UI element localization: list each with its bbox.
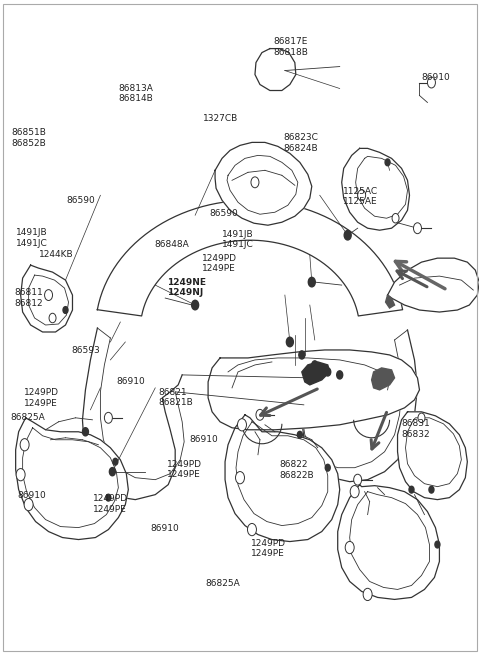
Text: 1249PD
1249PE: 1249PD 1249PE: [167, 460, 202, 479]
Circle shape: [336, 371, 343, 379]
Text: 86811
86812: 86811 86812: [14, 288, 43, 308]
Circle shape: [418, 413, 425, 422]
Polygon shape: [21, 265, 72, 332]
Text: 86910: 86910: [17, 491, 46, 500]
Circle shape: [16, 468, 25, 481]
Circle shape: [428, 77, 435, 88]
Circle shape: [299, 351, 305, 359]
Text: 86593: 86593: [72, 346, 100, 355]
Text: 86823C
86824B: 86823C 86824B: [283, 134, 318, 153]
Circle shape: [312, 361, 318, 369]
Circle shape: [354, 474, 361, 485]
Text: 86813A
86814B: 86813A 86814B: [118, 84, 153, 103]
Text: 1491JB
1491JC: 1491JB 1491JC: [222, 229, 253, 249]
Circle shape: [236, 472, 244, 484]
Polygon shape: [397, 412, 468, 500]
Text: 1125AC
1125AE: 1125AC 1125AE: [343, 187, 378, 206]
Circle shape: [385, 159, 390, 166]
Text: 86910: 86910: [421, 73, 450, 83]
Circle shape: [325, 464, 330, 471]
Polygon shape: [97, 200, 403, 316]
Text: 1249PD
1249PE: 1249PD 1249PE: [93, 495, 128, 514]
Polygon shape: [385, 295, 395, 308]
Text: 86821
86821B: 86821 86821B: [158, 388, 193, 407]
Text: 86825A: 86825A: [10, 413, 45, 422]
Text: 1249PD
1249PE: 1249PD 1249PE: [202, 253, 237, 273]
Circle shape: [24, 498, 33, 511]
Circle shape: [287, 337, 293, 346]
Text: 1249PD
1249PE: 1249PD 1249PE: [251, 538, 286, 558]
Circle shape: [308, 277, 315, 287]
Polygon shape: [225, 415, 340, 542]
Text: 86590: 86590: [209, 209, 238, 217]
Circle shape: [113, 458, 118, 465]
Text: 1491JB
1491JC: 1491JB 1491JC: [16, 228, 48, 248]
Circle shape: [251, 177, 259, 188]
Circle shape: [350, 485, 359, 498]
Circle shape: [83, 428, 88, 436]
Text: 86822
86822B: 86822 86822B: [279, 460, 314, 479]
Circle shape: [45, 290, 52, 301]
Circle shape: [392, 214, 399, 223]
Circle shape: [192, 300, 199, 310]
Circle shape: [20, 439, 29, 451]
Polygon shape: [16, 418, 128, 540]
Text: 1249NE
1249NJ: 1249NE 1249NJ: [167, 278, 206, 297]
Polygon shape: [342, 149, 409, 230]
Polygon shape: [338, 485, 439, 599]
Text: 86910: 86910: [117, 377, 145, 386]
Text: 1244KB: 1244KB: [39, 250, 73, 259]
Text: 86910: 86910: [150, 524, 179, 533]
Circle shape: [413, 223, 421, 234]
Text: 86910: 86910: [190, 436, 218, 445]
Polygon shape: [372, 368, 395, 390]
Circle shape: [248, 523, 256, 536]
Text: 86825A: 86825A: [205, 579, 240, 588]
Circle shape: [344, 231, 351, 240]
Text: 86831
86832: 86831 86832: [402, 419, 431, 438]
Circle shape: [238, 419, 247, 431]
Polygon shape: [208, 350, 420, 430]
Polygon shape: [302, 362, 330, 385]
Circle shape: [297, 432, 302, 438]
Text: 1249PD
1249PE: 1249PD 1249PE: [24, 388, 59, 408]
Circle shape: [429, 486, 434, 493]
Text: 1327CB: 1327CB: [203, 114, 238, 123]
Text: 86817E
86818B: 86817E 86818B: [274, 37, 308, 57]
Circle shape: [109, 468, 115, 476]
Circle shape: [358, 190, 366, 200]
Circle shape: [325, 368, 331, 376]
Polygon shape: [215, 142, 312, 225]
Text: 86848A: 86848A: [155, 240, 190, 249]
Circle shape: [345, 542, 354, 553]
Polygon shape: [255, 48, 296, 90]
Circle shape: [106, 495, 111, 501]
Text: 86590: 86590: [67, 196, 96, 204]
Circle shape: [363, 588, 372, 601]
Circle shape: [49, 313, 56, 323]
Circle shape: [435, 541, 440, 548]
Polygon shape: [387, 258, 480, 312]
Text: 86851B
86852B: 86851B 86852B: [11, 128, 46, 147]
Circle shape: [63, 307, 68, 314]
Circle shape: [409, 486, 414, 493]
Circle shape: [256, 409, 264, 421]
Circle shape: [104, 413, 112, 423]
